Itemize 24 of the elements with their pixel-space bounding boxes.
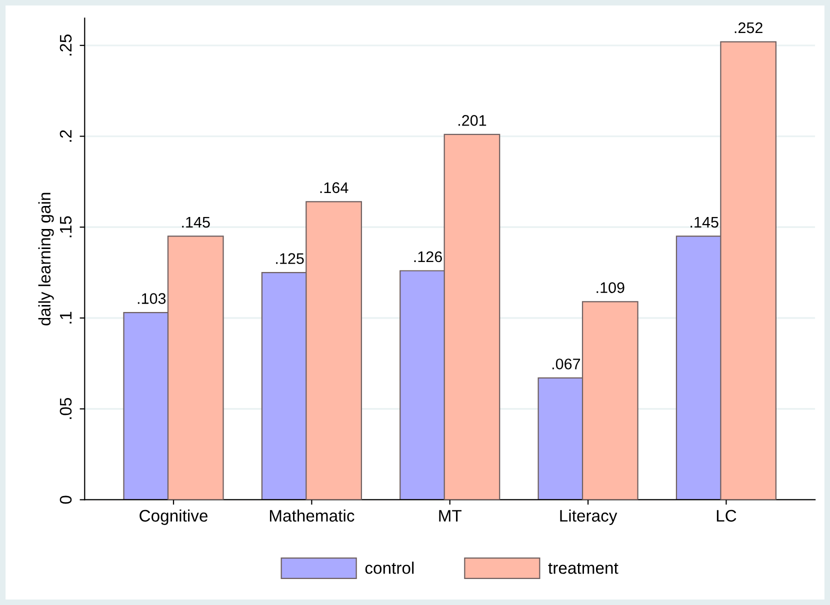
x-tick-label: Mathematic [270,509,354,522]
data-label: .067 [552,358,580,370]
data-label: .145 [690,216,718,228]
data-label: .252 [734,22,762,34]
y-tick-label: .2 [60,130,72,142]
x-tick-label: MT [439,510,462,522]
y-tick-label: .1 [60,312,72,324]
y-tick-label: .25 [60,34,72,56]
data-label: .145 [182,216,210,228]
y-tick-label: .05 [60,398,72,419]
data-label: .125 [276,253,304,264]
data-label: .126 [414,251,442,262]
x-tick-label: LC [716,510,736,522]
data-label: .109 [596,282,624,294]
y-tick-label: .15 [60,216,72,238]
y-axis-title: daily learning gain [38,192,54,326]
data-label: .201 [458,115,486,126]
y-tick-label: 0 [60,496,72,504]
data-label: .164 [320,182,348,194]
x-tick-label: Cognitive [140,509,208,525]
data-label: .103 [138,293,166,304]
legend-label: treatment [548,562,618,574]
legend-label: control [365,562,414,574]
x-tick-label: Literacy [560,509,618,525]
